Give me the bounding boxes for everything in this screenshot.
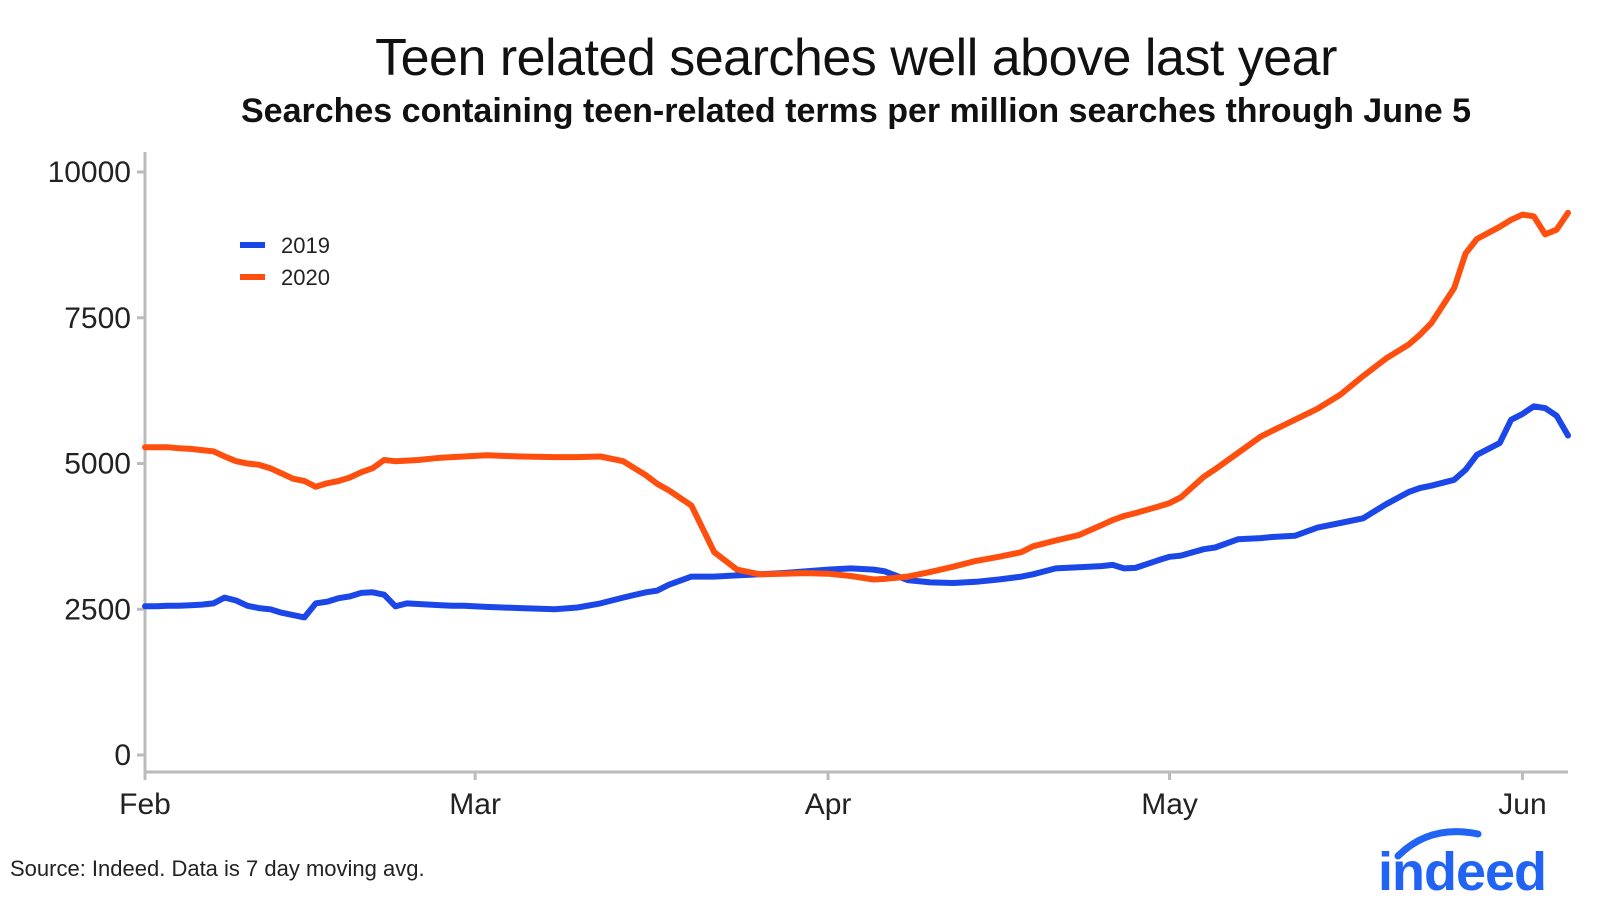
series-line-2019 bbox=[142, 403, 1571, 621]
legend-label-2019: 2019 bbox=[281, 233, 330, 258]
x-tick-label: Feb bbox=[119, 788, 171, 821]
chart-title: Teen related searches well above last ye… bbox=[375, 29, 1337, 87]
axes bbox=[143, 152, 1568, 774]
series-line-2020 bbox=[142, 209, 1571, 583]
x-tick-label: Mar bbox=[449, 788, 501, 821]
y-tick-label: 10000 bbox=[48, 156, 131, 189]
chart-subtitle: Searches containing teen-related terms p… bbox=[240, 92, 1472, 130]
y-tick-label: 5000 bbox=[64, 448, 131, 481]
x-tick-label: Apr bbox=[805, 788, 852, 821]
x-axis-ticks: Feb Mar Apr May Jun bbox=[119, 772, 1547, 821]
legend: 2019 2020 bbox=[240, 233, 330, 290]
y-tick-label: 2500 bbox=[64, 593, 131, 626]
source-note: Source: Indeed. Data is 7 day moving avg… bbox=[10, 856, 425, 881]
y-tick-label: 0 bbox=[114, 739, 131, 772]
logo-wordmark: indeed bbox=[1378, 842, 1546, 898]
x-tick-label: May bbox=[1141, 788, 1198, 821]
x-tick-label: Jun bbox=[1498, 788, 1546, 821]
series-lines bbox=[142, 209, 1571, 621]
legend-label-2020: 2020 bbox=[281, 265, 330, 290]
logo-arc bbox=[1394, 828, 1482, 860]
y-tick-label: 7500 bbox=[64, 302, 131, 335]
y-axis-ticks: 0 2500 5000 7500 10000 bbox=[48, 156, 145, 772]
indeed-logo: indeed bbox=[1378, 828, 1547, 898]
